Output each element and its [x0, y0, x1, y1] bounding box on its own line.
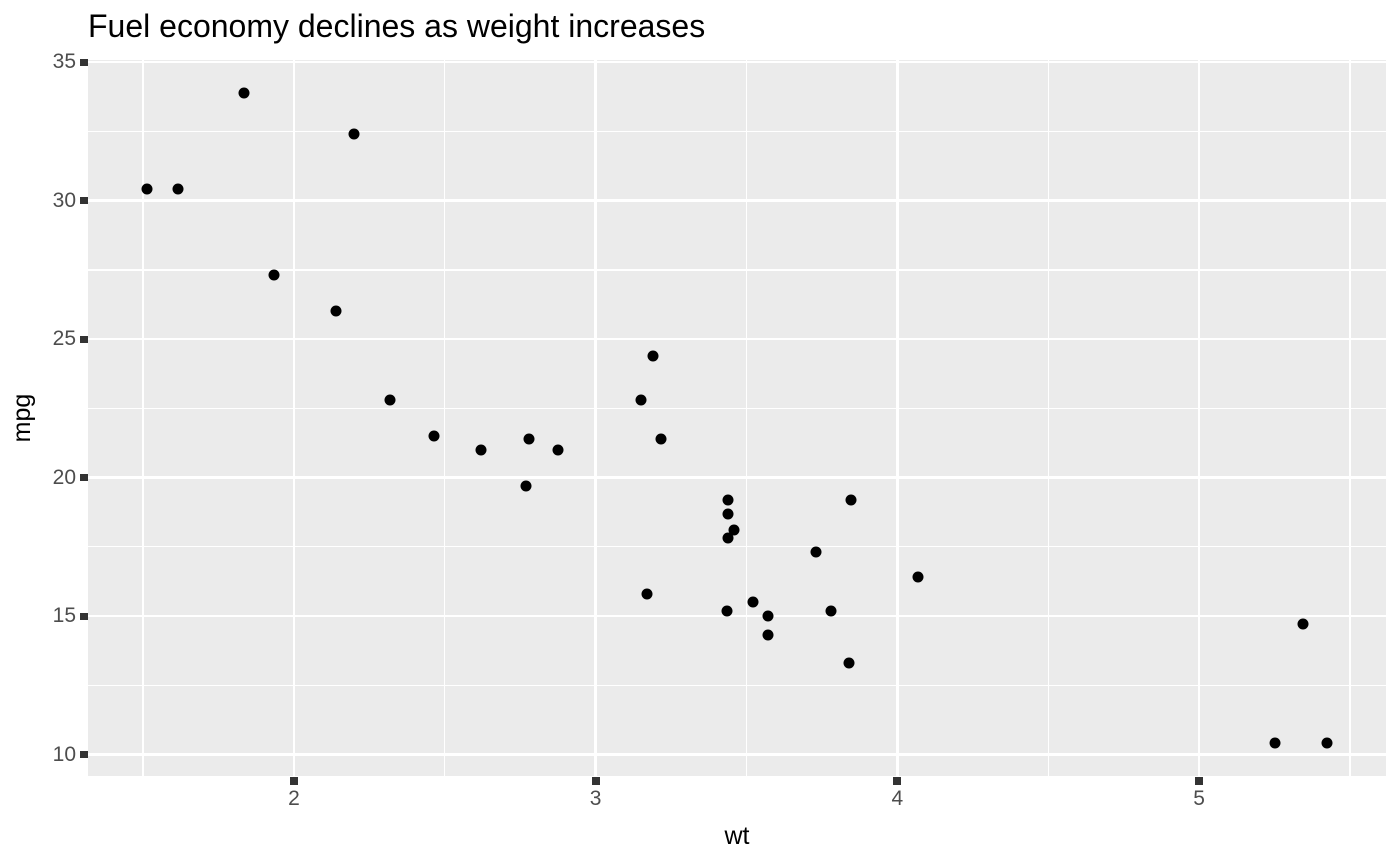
data-point — [747, 596, 759, 608]
y-minor-gridline — [88, 269, 1386, 271]
data-point — [475, 444, 487, 456]
data-point — [845, 494, 857, 506]
x-major-gridline — [594, 60, 597, 776]
y-tick-mark — [80, 197, 88, 205]
data-point — [141, 183, 153, 195]
y-tick-mark — [80, 751, 88, 759]
y-major-gridline — [88, 60, 1386, 64]
y-axis-title: mpg — [8, 393, 36, 443]
x-tick-mark — [893, 777, 902, 785]
x-tick-label: 5 — [1193, 787, 1205, 810]
data-point — [810, 546, 822, 558]
y-tick-label: 20 — [52, 465, 76, 489]
x-major-gridline — [1197, 60, 1201, 776]
x-tick-mark — [591, 777, 600, 785]
y-minor-gridline — [88, 546, 1386, 548]
data-point — [722, 494, 734, 506]
data-point — [238, 87, 250, 99]
chart-title: Fuel economy declines as weight increase… — [88, 8, 706, 44]
x-tick-label: 3 — [589, 787, 602, 810]
y-tick-mark — [80, 335, 88, 343]
y-major-gridline — [88, 753, 1386, 756]
data-point — [655, 433, 666, 445]
x-tick-mark — [289, 777, 298, 785]
y-tick-label: 25 — [52, 327, 76, 351]
y-major-gridline — [88, 199, 1386, 202]
x-major-gridline — [896, 60, 899, 776]
x-minor-gridline — [1047, 60, 1049, 776]
data-point — [762, 610, 774, 622]
y-minor-gridline — [88, 130, 1386, 132]
x-minor-gridline — [1349, 60, 1351, 776]
data-point — [635, 394, 647, 406]
y-tick-label: 15 — [52, 604, 76, 628]
data-point — [1321, 737, 1333, 749]
data-point — [172, 183, 184, 195]
data-point — [520, 480, 532, 492]
x-minor-gridline — [142, 60, 144, 776]
data-point — [268, 269, 280, 281]
y-major-gridline — [88, 476, 1386, 479]
y-tick-label: 35 — [52, 50, 76, 74]
x-tick-mark — [1195, 777, 1204, 785]
y-major-gridline — [88, 337, 1386, 341]
x-minor-gridline — [444, 60, 446, 776]
data-point — [912, 571, 924, 583]
y-tick-mark — [80, 612, 88, 620]
y-tick-mark — [80, 58, 88, 66]
data-point — [722, 532, 734, 544]
x-axis-title: wt — [724, 822, 750, 850]
data-point — [721, 605, 733, 616]
y-major-gridline — [88, 614, 1386, 618]
y-tick-label: 30 — [52, 188, 76, 212]
y-minor-gridline — [88, 684, 1386, 686]
data-point — [762, 629, 774, 641]
data-point — [647, 350, 659, 362]
data-point — [330, 305, 342, 317]
data-point — [384, 394, 396, 406]
data-point — [843, 657, 855, 669]
x-major-gridline — [292, 60, 296, 776]
data-point — [1297, 618, 1309, 630]
x-minor-gridline — [745, 60, 748, 776]
plot-panel — [88, 60, 1386, 776]
data-point — [641, 588, 653, 600]
y-minor-gridline — [88, 407, 1386, 409]
data-point — [523, 433, 535, 445]
data-point — [552, 444, 564, 456]
data-point — [348, 128, 360, 140]
data-point — [1269, 737, 1280, 749]
data-point — [825, 605, 837, 616]
data-point — [428, 430, 440, 442]
data-point — [728, 524, 740, 536]
x-tick-label: 4 — [891, 787, 904, 810]
y-tick-label: 10 — [52, 742, 76, 766]
x-tick-label: 2 — [288, 787, 300, 810]
y-tick-mark — [80, 474, 88, 482]
data-point — [722, 508, 734, 520]
